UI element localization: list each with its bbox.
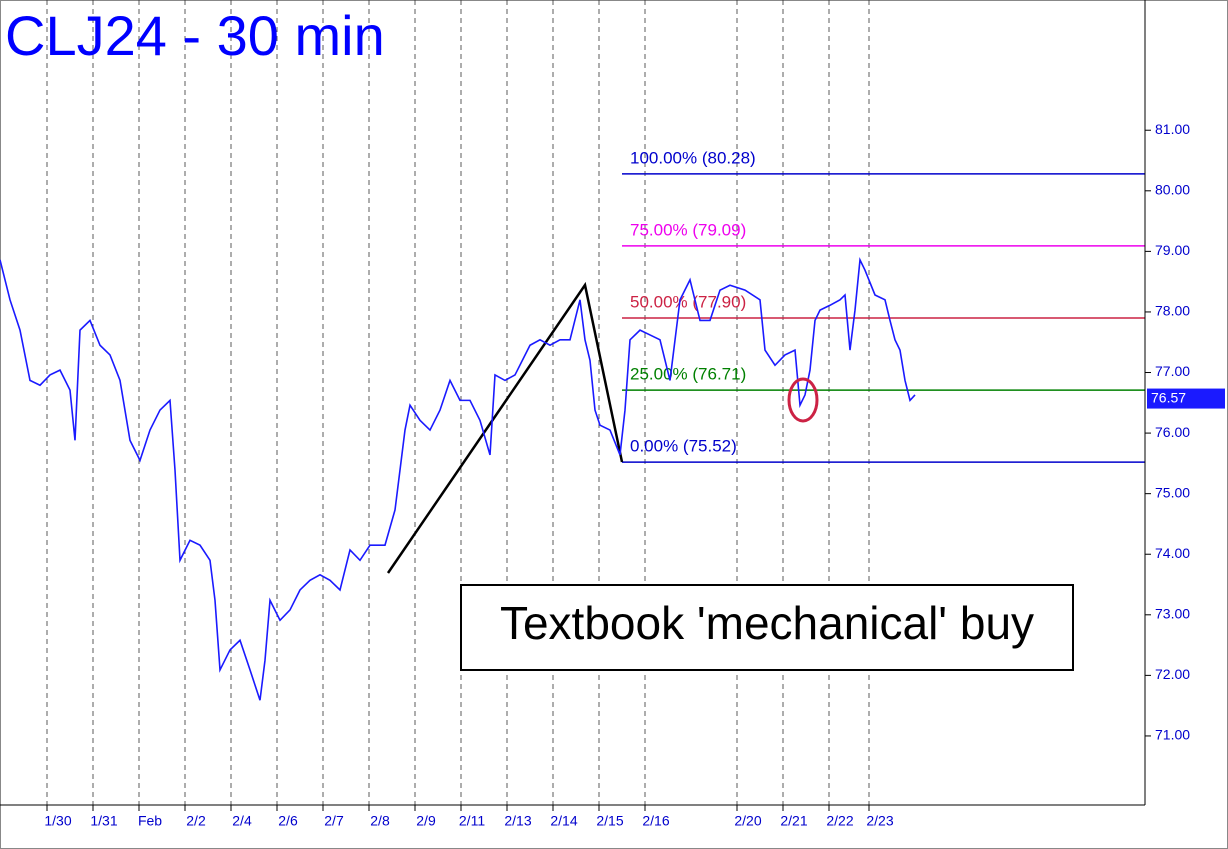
x-tick-label: 2/11 <box>459 813 485 829</box>
x-tick-label: Feb <box>138 813 162 829</box>
axes: 1/30 1/31 Feb 2/2 2/4 2/6 2/7 2/8 2/9 2/11 2/13 2/1… <box>44 121 1225 829</box>
last-price-label: 76.57 <box>1151 389 1186 405</box>
last-price-box <box>1147 388 1225 409</box>
y-tick-label: 72.00 <box>1155 666 1190 682</box>
y-tick-label: 75.00 <box>1155 484 1190 500</box>
fib-label: 75.00% (79.09) <box>630 220 746 239</box>
x-tick-label: 2/16 <box>642 813 669 829</box>
x-tick-label: 2/9 <box>416 813 436 829</box>
abc-pattern <box>386 281 624 574</box>
y-tick-label: 71.00 <box>1155 727 1190 743</box>
y-tick-label: 74.00 <box>1155 545 1190 561</box>
annotation: Textbook 'mechanical' buy <box>500 597 1034 649</box>
x-tick-label: 2/8 <box>370 813 390 829</box>
annotation-box <box>460 584 1074 671</box>
fib-label: 100.00% (80.28) <box>630 148 756 167</box>
x-tick-label: 2/2 <box>186 813 206 829</box>
x-tick-label: 2/21 <box>780 813 807 829</box>
x-tick-label: 2/4 <box>232 813 252 829</box>
fib-label: 25.00% (76.71) <box>630 365 746 384</box>
fib-label: 50.00% (77.90) <box>630 292 746 311</box>
x-tick-label: 1/31 <box>90 813 117 829</box>
price-line <box>0 256 916 701</box>
y-tick-label: 78.00 <box>1155 303 1190 319</box>
x-tick-label: 2/22 <box>826 813 853 829</box>
x-tick-label: 1/30 <box>44 813 71 829</box>
y-tick-label: 73.00 <box>1155 606 1190 622</box>
x-tick-label: 2/6 <box>278 813 298 829</box>
fib-label: 0.00% (75.52) <box>630 437 737 456</box>
chart-title: CLJ24 - 30 min <box>5 4 385 67</box>
y-tick-label: 81.00 <box>1155 121 1190 137</box>
x-tick-label: 2/15 <box>596 813 623 829</box>
y-tick-label: 76.00 <box>1155 424 1190 440</box>
x-tick-label: 2/7 <box>324 813 344 829</box>
plot <box>0 256 916 701</box>
x-tick-label: 2/23 <box>866 813 893 829</box>
y-tick-label: 77.00 <box>1155 363 1190 379</box>
y-tick-label: 79.00 <box>1155 242 1190 258</box>
y-tick-label: 80.00 <box>1155 182 1190 198</box>
highlight-circle <box>787 377 819 423</box>
x-tick-label: 2/20 <box>734 813 761 829</box>
x-tick-label: 2/14 <box>550 813 577 829</box>
x-tick-label: 2/13 <box>504 813 531 829</box>
